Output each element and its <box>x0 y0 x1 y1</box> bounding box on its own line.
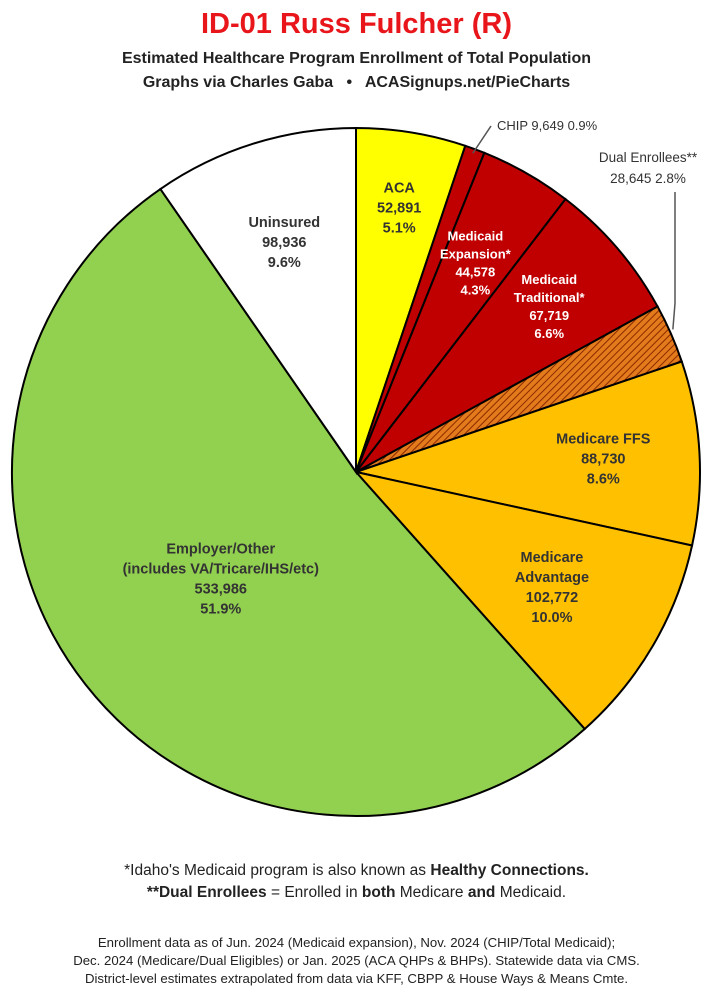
slice-label-medicare-ffs: Medicare FFS 88,730 8.6% <box>556 431 651 487</box>
pie-slice-uninsured <box>159 126 357 476</box>
callout-label-chip: CHIP 9,649 0.9% <box>497 118 598 133</box>
chart-subtitle: Estimated Healthcare Program Enrollment … <box>121 50 592 67</box>
slice-label-uninsured: Uninsured 98,936 9.6% <box>248 215 320 271</box>
source-line: Dec. 2024 (Medicare/Dual Eligibles) or J… <box>73 953 640 968</box>
footnote-text: = Enrolled in <box>266 884 362 901</box>
footnote-dual: **Dual Enrollees = Enrolled in both Medi… <box>0 882 713 904</box>
slice-label-medicare-advantage: Medicare Advantage 102,772 10.0% <box>515 550 589 626</box>
pie-slice-medicare-advantage <box>353 470 694 731</box>
callout-label-dual-enrollees: Dual Enrollees** 28,645 2.8% <box>599 150 698 186</box>
footnotes: *Idaho's Medicaid program is also known … <box>0 860 713 904</box>
callout-line-chip <box>472 125 492 154</box>
footnote-bold: both <box>361 884 396 901</box>
slice-label-employer-other: Employer/Other (includes VA/Tricare/IHS/e… <box>123 541 320 617</box>
chart-title: ID-01 Russ Fulcher (R) <box>201 8 512 40</box>
footnote-text: Medicaid. <box>495 884 567 901</box>
pie-slice-medicare-ffs <box>352 360 701 547</box>
slice-label-aca: ACA 52,891 5.1% <box>377 180 421 236</box>
source-line: District-level estimates extrapolated fr… <box>84 971 629 986</box>
chart-credit: Graphs via Charles Gaba • ACASignups.net… <box>142 74 571 91</box>
callout-line-dual-enrollees <box>672 192 676 330</box>
footnote-text: Medicare <box>395 884 468 901</box>
footnote-bold: **Dual Enrollees <box>146 884 267 901</box>
footnote-bold: and <box>467 884 496 901</box>
pie-chart: ACA 52,891 5.1% CHIP 9,649 0.9% Medicaid Expa… <box>11 118 701 817</box>
footnote-medicaid: *Idaho's Medicaid program is also known … <box>0 860 713 882</box>
slice-label-medicaid-traditional: Medicaid Traditional* 67,719 6.6% <box>514 272 586 341</box>
source-notes: Enrollment data as of Jun. 2024 (Medicai… <box>0 934 713 988</box>
footnote-bold: Healthy Connections. <box>430 862 589 879</box>
pie-slice-medicaid-traditional <box>355 197 659 473</box>
source-line: Enrollment data as of Jun. 2024 (Medicai… <box>97 935 616 950</box>
pie-slice-employer-other <box>11 187 587 817</box>
slice-label-medicaid-expansion: Medicaid Expansion* 44,578 4.3% <box>440 228 512 297</box>
footnote-text: *Idaho's Medicaid program is also known … <box>124 862 431 879</box>
